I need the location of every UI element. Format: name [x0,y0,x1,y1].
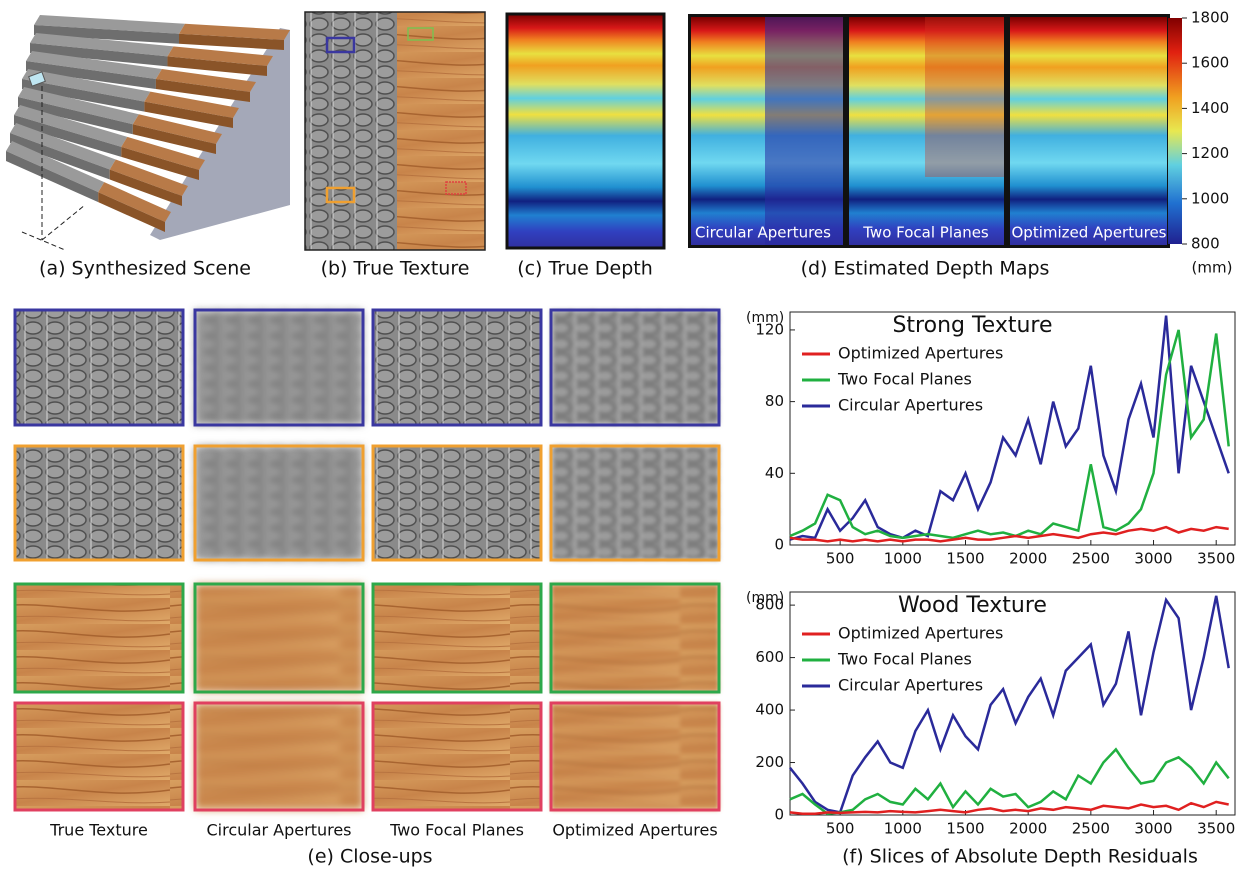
y-tick-label: 400 [755,701,784,719]
stone-texture [305,12,397,250]
closeup-image [373,703,541,810]
depth-map [507,14,664,248]
colorbar-tick-label: 1400 [1191,99,1229,117]
x-tick-label: 1000 [884,820,922,838]
colorbar-tick-label: 1200 [1191,144,1229,162]
column-label: Two Focal Planes [389,821,524,840]
legend-label: Circular Apertures [838,396,983,415]
closeup-image [15,446,183,560]
x-tick-label: 3000 [1134,550,1172,568]
camera-line [42,205,85,240]
closeup-image [15,703,183,810]
y-tick-label: 0 [774,806,784,824]
closeup-image [373,310,541,425]
chart-title: Wood Texture [898,593,1047,618]
legend-label: Optimized Apertures [838,344,1003,363]
depth-label: Optimized Apertures [1012,224,1167,242]
column-label: Optimized Apertures [552,821,717,840]
caption: (e) Close-ups [307,846,432,868]
chart-title: Strong Texture [892,313,1052,338]
y-tick-label: 40 [765,464,784,482]
x-tick-label: 1000 [884,550,922,568]
closeup-image [195,310,363,425]
y-tick-label: 80 [765,392,784,410]
y-tick-label: 0 [774,536,784,554]
x-tick-label: 3000 [1134,820,1172,838]
column-label: True Texture [49,821,148,840]
x-tick-label: 500 [826,550,855,568]
legend-label: Circular Apertures [838,676,983,695]
caption: (f) Slices of Absolute Depth Residuals [842,846,1198,868]
closeup-image [195,446,363,560]
caption: (a) Synthesized Scene [39,258,251,280]
closeup-image [551,310,719,425]
error-region [925,17,1004,177]
caption: (b) True Texture [321,258,470,280]
x-tick-label: 3500 [1197,820,1235,838]
camera-line [22,232,65,250]
x-tick-label: 1500 [946,550,984,568]
colorbar-tick-label: 800 [1191,235,1220,253]
wood-texture [397,12,485,250]
x-tick-label: 3500 [1197,550,1235,568]
estimated-depth-maps: Circular Apertures Two Focal Planes Opti… [688,14,1170,248]
colorbar-tick-label: 1800 [1191,9,1229,27]
closeup-image [195,584,363,692]
x-tick-label: 2500 [1072,820,1110,838]
x-tick-label: 1500 [946,820,984,838]
legend-label: Two Focal Planes [837,370,972,389]
y-tick-label: 120 [755,320,784,338]
closeup-image [551,446,719,560]
closeup-image [551,703,719,810]
true-texture [305,12,485,250]
colorbar-tick-label: 1600 [1191,54,1229,72]
figure: Circular Apertures Two Focal Planes Opti… [0,0,1245,874]
x-tick-label: 2500 [1072,550,1110,568]
caption: (d) Estimated Depth Maps [801,258,1050,280]
depth-map [1010,17,1167,245]
depth-label: Two Focal Planes [862,224,989,242]
y-tick-label: 200 [755,753,784,771]
x-tick-label: 2000 [1009,820,1047,838]
colorbar [1168,18,1182,244]
closeup-image [15,310,183,425]
y-tick-label: 800 [755,596,784,614]
column-label: Circular Apertures [206,821,351,840]
error-region [765,17,843,245]
caption: (c) True Depth [517,258,653,280]
colorbar-unit: (mm) [1192,259,1233,277]
true-depth [507,14,664,248]
close-ups: True Texture Circular Apertures Two Focal … [15,310,719,840]
x-tick-label: 500 [826,820,855,838]
legend-label: Optimized Apertures [838,624,1003,643]
series-line [790,749,1229,813]
closeup-image [373,446,541,560]
legend-label: Two Focal Planes [837,650,972,669]
colorbar-tick-label: 1000 [1191,189,1229,207]
synthesized-scene [6,15,290,250]
closeup-image [195,703,363,810]
x-tick-label: 2000 [1009,550,1047,568]
closeup-image [551,584,719,692]
depth-label: Circular Apertures [695,224,831,242]
y-tick-label: 600 [755,648,784,666]
closeup-image [15,584,183,692]
closeup-image [373,584,541,692]
